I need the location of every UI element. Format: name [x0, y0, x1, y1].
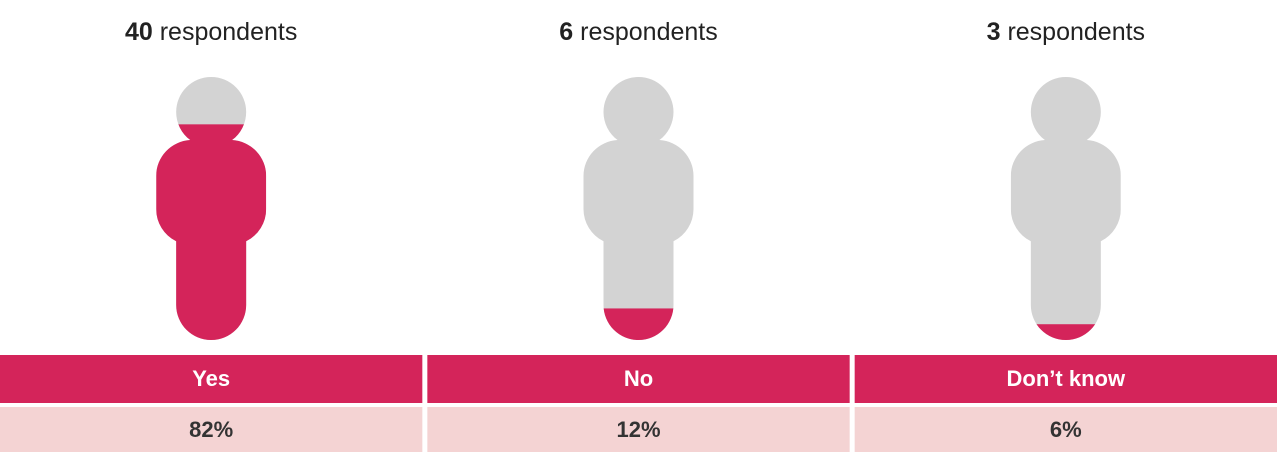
count-unit: respondents	[580, 18, 718, 46]
count-unit: respondents	[1007, 18, 1145, 46]
value-band	[427, 407, 850, 452]
count-label: 6 respondents	[559, 18, 717, 46]
person-fill	[156, 124, 267, 340]
value-label: 12%	[616, 417, 660, 442]
value-band	[854, 407, 1277, 452]
person-shape	[583, 77, 694, 340]
value-band	[0, 407, 423, 452]
count-value: 40	[125, 18, 153, 46]
category-band	[427, 355, 850, 403]
count-label: 3 respondents	[987, 18, 1145, 46]
count-value: 6	[559, 18, 573, 46]
person-shape	[1010, 77, 1121, 340]
person-icon	[156, 77, 267, 340]
value-label: 6%	[1050, 417, 1082, 442]
category-label: Yes	[192, 366, 230, 391]
count-value: 3	[987, 18, 1001, 46]
value-label: 82%	[189, 417, 233, 442]
count-label: 40 respondents	[125, 18, 297, 46]
person-fill	[583, 308, 694, 340]
person-empty	[1010, 77, 1121, 340]
category-label: No	[624, 366, 653, 391]
person-shape	[156, 77, 267, 340]
category-band	[0, 355, 423, 403]
person-icon	[583, 77, 694, 340]
category-band	[854, 355, 1277, 403]
category-label: Don’t know	[1007, 366, 1126, 391]
person-icon	[1010, 77, 1121, 340]
count-unit: respondents	[160, 18, 298, 46]
person-fill	[1010, 324, 1121, 340]
person-empty	[583, 77, 694, 340]
